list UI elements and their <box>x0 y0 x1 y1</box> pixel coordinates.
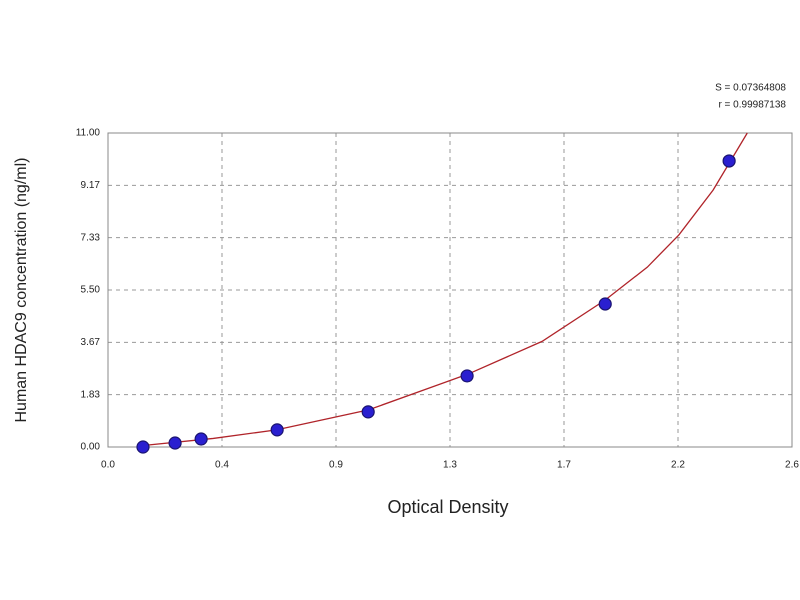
y-tick-label: 11.00 <box>76 128 101 139</box>
data-point <box>136 440 150 454</box>
y-tick-label: 9.17 <box>81 180 101 191</box>
x-tick-label: 0.4 <box>215 460 229 471</box>
y-tick-label: 1.83 <box>81 389 101 400</box>
x-axis-title: Optical Density <box>387 497 508 517</box>
x-tick-label: 0.9 <box>329 460 343 471</box>
x-tick-label: 1.3 <box>443 460 457 471</box>
data-point <box>194 432 208 446</box>
data-point <box>168 436 182 450</box>
data-point <box>361 405 375 419</box>
annotation: r = 0.99987138 <box>718 100 786 111</box>
y-tick-label: 5.50 <box>81 285 101 296</box>
data-point <box>722 154 736 168</box>
data-point <box>270 423 284 437</box>
x-tick-label: 2.6 <box>785 460 799 471</box>
y-axis-title: Human HDAC9 concentration (ng/ml) <box>13 158 30 423</box>
data-point <box>598 297 612 311</box>
x-tick-label: 1.7 <box>557 460 571 471</box>
plot-frame <box>107 132 793 448</box>
x-tick-label: 0.0 <box>101 460 115 471</box>
y-tick-label: 3.67 <box>81 337 101 348</box>
fit-curve <box>139 132 748 447</box>
data-point <box>460 369 474 383</box>
annotation: S = 0.07364808 <box>715 83 786 94</box>
y-tick-label: 7.33 <box>81 232 101 243</box>
y-tick-label: 0.00 <box>81 442 101 453</box>
x-tick-label: 2.2 <box>671 460 685 471</box>
